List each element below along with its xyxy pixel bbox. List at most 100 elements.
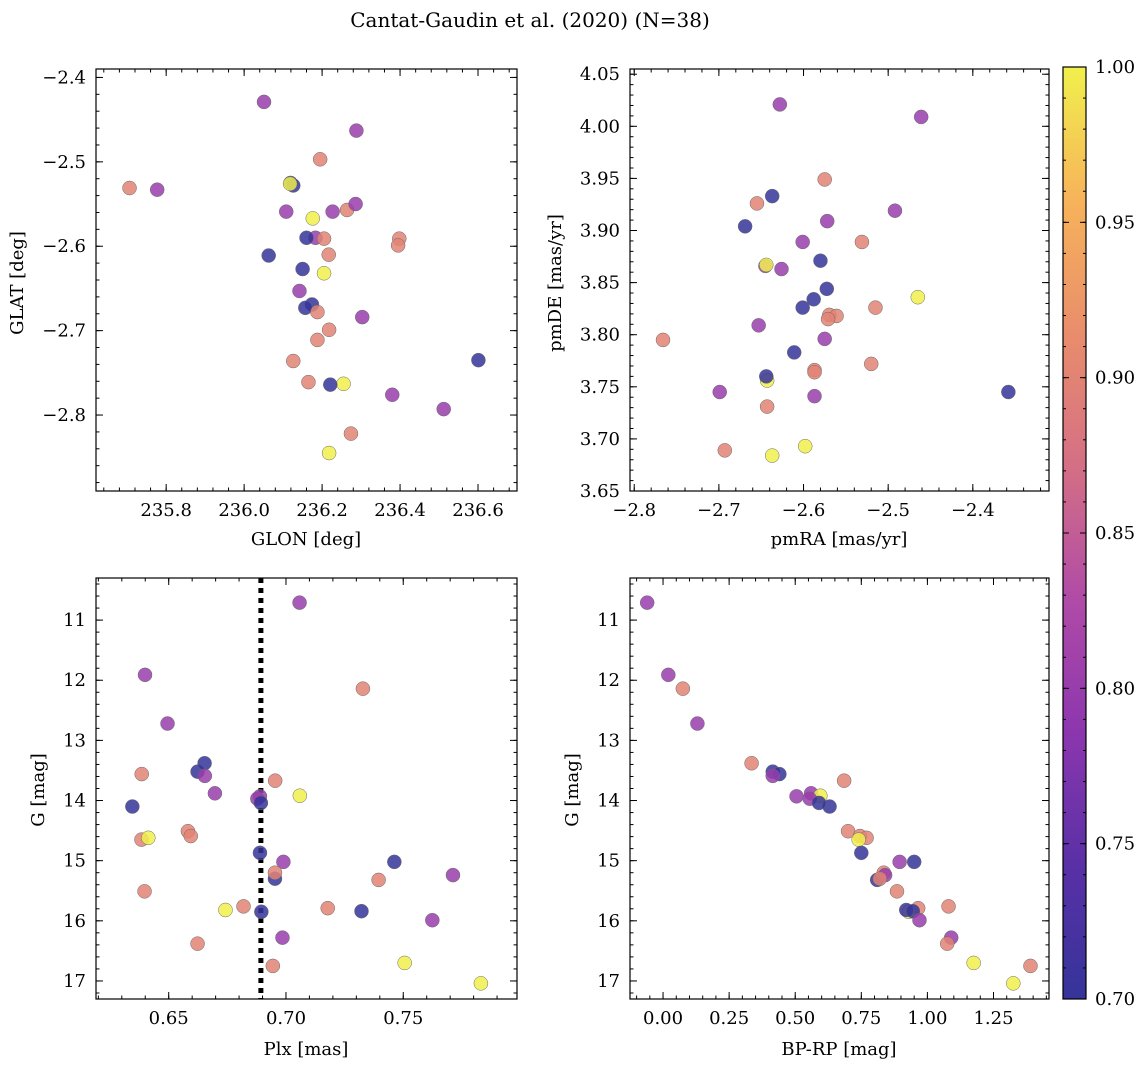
data-point: [764, 188, 780, 204]
data-point: [137, 667, 153, 683]
data-point: [639, 595, 655, 610]
x-tick-label: −2.5: [866, 500, 910, 521]
y-tick-label: 15: [597, 851, 620, 872]
y-tick-label: 4.00: [580, 116, 620, 137]
data-point: [149, 182, 165, 197]
y-tick-label: 12: [63, 670, 86, 691]
x-tick-label: 236.6: [452, 500, 504, 521]
x-tick-label: 1.00: [907, 1008, 947, 1029]
x-tick-label: 0.50: [775, 1008, 815, 1029]
data-point: [197, 755, 212, 771]
data-point: [759, 369, 774, 384]
y-tick-label: 13: [597, 730, 620, 751]
data-point: [1023, 958, 1038, 974]
data-point: [354, 309, 370, 325]
data-point: [316, 231, 332, 246]
colorbar-tick-label: 0.85: [1095, 523, 1135, 544]
data-point: [190, 936, 205, 951]
y-tick-label: 3.80: [580, 325, 620, 346]
x-tick-label: 0.00: [643, 1008, 683, 1029]
data-point: [872, 871, 888, 886]
data-point: [137, 884, 152, 899]
data-point: [887, 203, 903, 218]
data-point: [390, 238, 406, 253]
y-tick-label: −2.6: [42, 236, 86, 257]
data-point: [471, 352, 486, 368]
y-axis-label: G [mag]: [562, 753, 583, 826]
x-tick-label: 0.75: [383, 1008, 423, 1029]
data-point: [819, 213, 835, 229]
colorbar-tick-label: 0.75: [1095, 834, 1135, 855]
data-point: [183, 828, 199, 844]
data-point: [261, 248, 276, 263]
data-point: [912, 912, 927, 928]
data-point: [795, 300, 810, 315]
data-point: [774, 261, 789, 277]
y-tick-label: 3.65: [580, 481, 620, 502]
data-point: [819, 281, 835, 297]
plot-frame: [95, 68, 518, 492]
panel-glon-glat: 235.8 236.0 236.2 236.4 236.6 −2.4 −2.5 −2.6 −2.…: [7, 67, 518, 550]
data-point: [473, 976, 489, 991]
data-point: [254, 904, 269, 920]
x-tick-label: −2.6: [782, 500, 826, 521]
data-point: [749, 196, 765, 211]
y-axis-label: G [mag]: [28, 753, 49, 826]
data-point: [301, 374, 316, 390]
data-point: [278, 204, 294, 219]
data-point: [292, 283, 307, 299]
data-point: [236, 899, 251, 914]
data-point: [385, 387, 400, 403]
data-point: [737, 219, 753, 234]
data-point: [744, 755, 759, 771]
data-point: [387, 854, 402, 870]
data-point: [675, 681, 691, 696]
data-point: [759, 257, 774, 273]
data-point: [759, 399, 775, 414]
data-point: [160, 716, 175, 731]
y-tick-label: 3.90: [580, 221, 620, 242]
data-point: [863, 356, 879, 372]
colorbar-tick-label: 0.90: [1095, 368, 1135, 389]
data-point: [125, 799, 140, 814]
data-point: [425, 912, 440, 928]
panel-plx-g: 0.65 0.70 0.75 11 12 13 14 15 16 17 Plx [mas] G [ma…: [28, 577, 518, 1060]
y-axis-label: pmDE [mas/yr]: [545, 214, 566, 352]
y-tick-label: 3.85: [580, 273, 620, 294]
panel-bprp-g: 0.00 0.25 0.50 0.75 1.00 1.25 11 12 13 14 15 16 17 BP…: [562, 577, 1050, 1060]
figure-title: Cantat-Gaudin et al. (2020) (N=38): [350, 8, 710, 32]
data-point: [197, 768, 213, 784]
data-point: [316, 265, 332, 281]
data-point: [323, 377, 338, 392]
data-point: [941, 899, 956, 914]
plot-frame: [629, 577, 1050, 1000]
data-point: [134, 766, 149, 782]
y-tick-label: 11: [63, 610, 86, 631]
data-point: [786, 345, 802, 360]
y-tick-label: 3.95: [580, 168, 620, 189]
data-point: [751, 318, 766, 333]
x-tick-label: 0.65: [149, 1008, 189, 1029]
data-point: [292, 788, 308, 803]
x-axis-label: Plx [mas]: [264, 1039, 349, 1060]
data-point: [310, 332, 325, 348]
data-point: [321, 247, 336, 262]
data-point: [906, 854, 922, 870]
colorbar-tick-label: 0.95: [1095, 212, 1135, 233]
colorbar-tick-label: 0.70: [1095, 989, 1135, 1010]
data-point: [336, 376, 351, 392]
data-point: [207, 786, 223, 801]
data-point: [267, 773, 283, 788]
y-tick-label: 17: [63, 971, 86, 992]
data-point: [1001, 384, 1016, 400]
data-point: [851, 832, 866, 847]
data-point: [276, 854, 291, 870]
data-point: [939, 936, 955, 951]
x-tick-label: 236.0: [218, 500, 270, 521]
y-tick-label: 14: [597, 791, 620, 812]
data-point: [806, 292, 821, 307]
panel-pmra-pmde: −2.8 −2.7 −2.6 −2.5 −2.4 3.65 3.70 3.75 3.80 3.85…: [545, 64, 1050, 550]
data-point: [813, 253, 828, 268]
x-tick-label: 236.2: [296, 500, 348, 521]
